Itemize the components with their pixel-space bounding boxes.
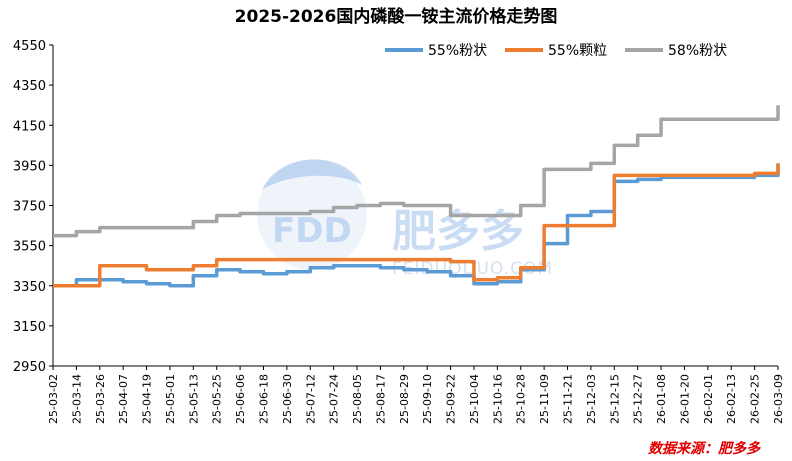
x-tick-label: 25-06-18	[257, 374, 270, 424]
y-tick-label: 3350	[13, 280, 46, 295]
x-tick-label: 26-01-20	[678, 374, 691, 424]
axes: 2950 3150 3350 3550 3750 3950 4150 4350 4550 25-0…	[13, 39, 785, 424]
x-tick-label: 26-01-08	[655, 374, 668, 424]
y-tick-label: 3750	[13, 200, 46, 215]
x-tick-label: 25-08-05	[351, 374, 364, 424]
legend-label-3: 58%粉状	[668, 43, 727, 59]
x-tick-label: 25-12-15	[608, 374, 621, 424]
watermark-leaf-icon	[262, 159, 362, 190]
x-tick-label: 25-05-01	[164, 374, 177, 424]
y-tick-label: 4150	[13, 119, 46, 134]
y-tick-label: 3950	[13, 159, 46, 174]
x-tick-label: 25-09-22	[445, 374, 458, 424]
series-line-1	[53, 163, 780, 288]
x-tick-label: 26-02-25	[749, 374, 762, 424]
y-tick-label: 3150	[13, 320, 46, 335]
x-tick-label: 25-06-06	[234, 374, 247, 424]
y-tick-label: 4550	[13, 39, 46, 54]
series-line-2	[53, 163, 780, 288]
watermark-url: FEIDUODUO.COM	[392, 259, 553, 279]
x-tick-label: 25-08-29	[398, 374, 411, 424]
x-tick-label: 25-07-12	[304, 374, 317, 424]
legend: 55%粉状 55%颗粒 58%粉状	[385, 43, 727, 59]
x-tick-label: 25-05-13	[187, 374, 200, 424]
x-tick-label: 25-03-14	[70, 374, 83, 424]
legend-label-1: 55%粉状	[428, 43, 487, 59]
x-tick-label: 25-11-21	[562, 374, 575, 424]
y-tick-label: 3550	[13, 240, 46, 255]
x-tick-label: 25-06-30	[281, 374, 294, 424]
x-tick-label: 25-07-24	[328, 374, 341, 424]
x-tick-label: 25-10-16	[491, 374, 504, 424]
x-tick-label: 26-02-01	[702, 374, 715, 424]
watermark-logo-circle	[257, 160, 367, 270]
series-line-3	[53, 105, 780, 238]
x-tick-label: 25-12-27	[632, 374, 645, 424]
x-tick-label: 26-03-09	[772, 374, 785, 424]
x-tick-label: 25-08-17	[374, 374, 387, 424]
x-tick-label: 25-10-04	[468, 374, 481, 424]
watermark-brand: 肥多多	[392, 206, 524, 257]
x-tick-label: 25-11-09	[538, 374, 551, 424]
x-tick-label: 25-03-26	[94, 374, 107, 424]
x-tick-label: 25-12-03	[585, 374, 598, 424]
x-tick-label: 25-04-07	[117, 374, 130, 424]
x-tick-label: 25-03-02	[47, 374, 60, 424]
series-lines	[52, 105, 780, 288]
x-tick-label: 25-09-10	[421, 374, 434, 424]
y-tick-label: 2950	[13, 360, 46, 375]
x-tick-label: 25-04-19	[141, 374, 154, 424]
data-source: 数据来源：肥多多	[648, 440, 761, 457]
x-tick-label: 25-10-28	[515, 374, 528, 424]
watermark: FDD 肥多多 FEIDUODUO.COM	[257, 159, 553, 279]
y-tick-label: 4350	[13, 79, 46, 94]
x-tick-label: 26-02-13	[725, 374, 738, 424]
chart-title: 2025-2026国内磷酸一铵主流价格走势图	[235, 6, 558, 27]
x-tick-label: 25-05-25	[211, 374, 224, 424]
watermark-logo-text: FDD	[272, 211, 352, 251]
legend-label-2: 55%颗粒	[548, 43, 607, 59]
